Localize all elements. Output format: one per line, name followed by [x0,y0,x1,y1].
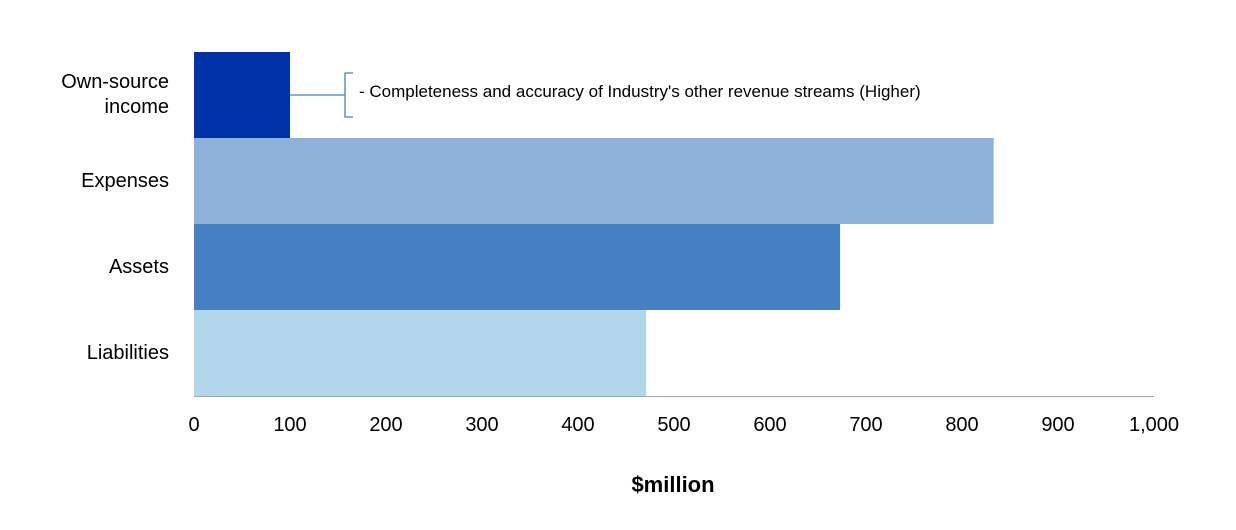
x-tick-label-8: 800 [945,414,978,436]
bar-3 [194,310,647,396]
x-tick-label-3: 300 [465,414,498,436]
x-tick-label-10: 1,000 [1129,414,1179,436]
x-tick-label-7: 700 [849,414,882,436]
x-tick-label-1: 100 [273,414,306,436]
annotation-callout [290,72,353,118]
bar-0 [194,52,290,138]
x-axis-title: $million [631,472,715,497]
bars-group [194,52,994,396]
x-tick-label-9: 900 [1041,414,1074,436]
x-tick-label-4: 400 [561,414,594,436]
category-label-1: Expenses [81,169,169,192]
annotation-text: - Completeness and accuracy of Industry'… [359,82,921,101]
bar-2 [194,224,841,310]
x-tick-label-6: 600 [753,414,786,436]
category-label-0: Own-source income [61,71,169,118]
bar-1 [194,138,994,224]
category-label-3: Liabilities [86,341,169,364]
annotation-bracket [344,72,353,118]
x-ticks-group: 0 100 200 300 400 500 600 700 800 900 1,000 [188,414,1179,436]
category-label-2: Assets [108,255,169,278]
x-tick-label-0: 0 [188,414,199,436]
x-tick-label-2: 200 [369,414,402,436]
x-tick-label-5: 500 [657,414,690,436]
